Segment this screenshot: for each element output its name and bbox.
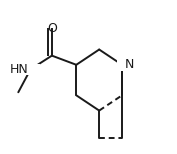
- Text: O: O: [47, 22, 57, 35]
- Text: N: N: [124, 58, 134, 71]
- FancyBboxPatch shape: [117, 59, 132, 71]
- FancyBboxPatch shape: [18, 64, 40, 75]
- Text: HN: HN: [10, 63, 29, 76]
- FancyBboxPatch shape: [44, 17, 59, 28]
